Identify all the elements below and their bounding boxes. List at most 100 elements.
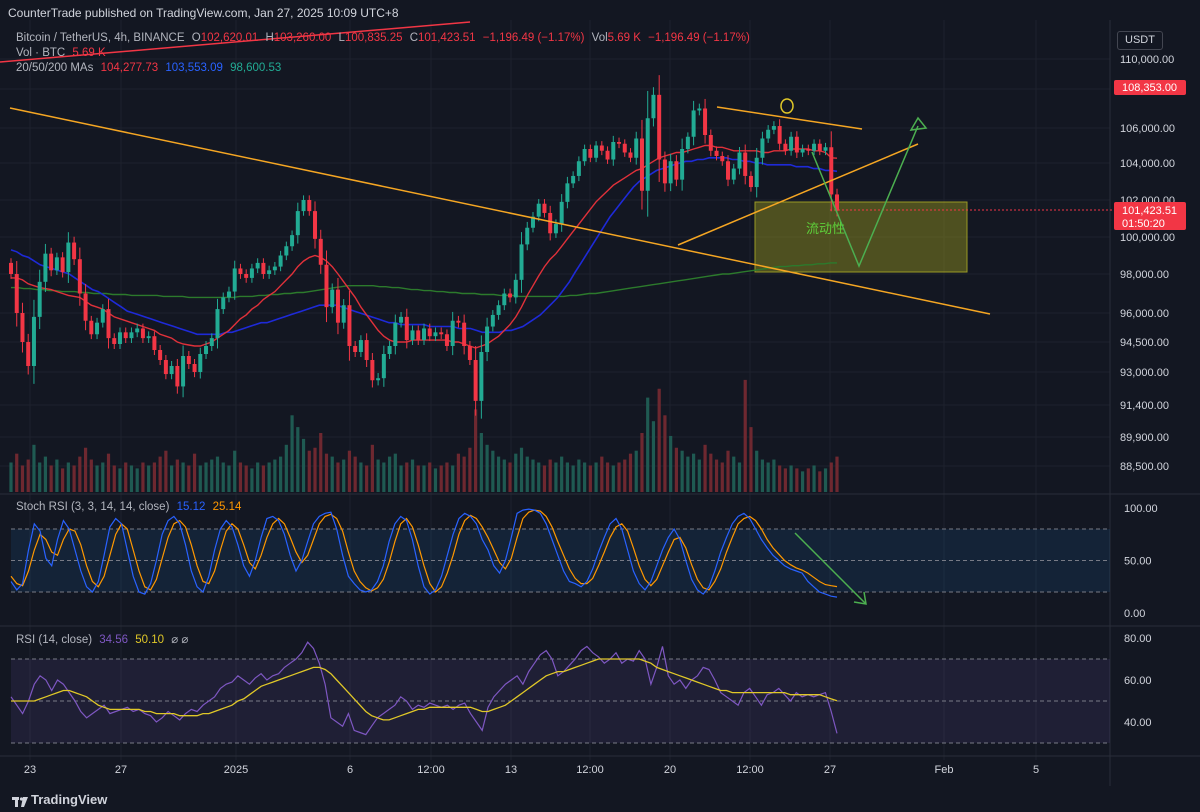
time-tick-label: 20 (664, 764, 676, 776)
volume-bar (365, 465, 369, 492)
candle-body (548, 212, 553, 234)
volume-bar (78, 456, 82, 492)
candlestick-series (9, 75, 839, 419)
candle-body (387, 346, 392, 354)
volume-bar (669, 435, 673, 492)
volume-bar (307, 450, 311, 492)
time-tick-label: 12:00 (736, 764, 764, 776)
candle-body (54, 257, 59, 271)
volume-bar (479, 433, 483, 492)
vol-label: Vol (591, 32, 608, 44)
volume-bar (410, 459, 415, 492)
candle-body (639, 138, 644, 191)
candle-body (662, 159, 667, 184)
rsi-pane (10, 641, 1110, 744)
stoch-label: Stoch RSI (3, 3, 14, 14, close) (16, 501, 170, 513)
ma-label: 20/50/200 MAs (16, 62, 94, 74)
volume-bar (502, 459, 506, 492)
vol-btc-label: Vol · BTC (16, 47, 66, 59)
candle-body (370, 360, 375, 381)
candle-body (536, 203, 541, 217)
volume-bar (164, 450, 168, 492)
volume-bar (227, 465, 231, 492)
volume-bar (336, 462, 340, 492)
price-tag-last (1114, 202, 1186, 230)
volume-bars (9, 379, 839, 492)
volume-bar (244, 465, 248, 492)
candle-body (496, 305, 501, 315)
volume-bar (760, 459, 765, 492)
volume-bar (583, 462, 587, 492)
volume-bar (691, 453, 696, 492)
rsi-legend: RSI (14, close) 34.56 50.10 ⌀ ⌀ (16, 632, 192, 646)
volume-bar (680, 450, 684, 492)
low-label: L (338, 32, 345, 44)
volume-bar (456, 453, 461, 492)
price-tick-label: 110,000.00 (1120, 54, 1174, 66)
candle-body (754, 157, 759, 188)
volume-bar (147, 465, 151, 492)
currency-button[interactable]: USDT (1117, 31, 1163, 50)
volume-bar (9, 462, 13, 492)
volume-bar (170, 465, 174, 492)
time-tick-label: 5 (1033, 764, 1039, 776)
volume-bar (382, 462, 386, 492)
volume-bar (319, 433, 323, 492)
candle-body (358, 340, 363, 352)
candle-body (513, 279, 518, 298)
volume-bar (789, 465, 793, 492)
volume-bar (795, 468, 799, 492)
volume-bar (560, 456, 564, 492)
candle-body (553, 224, 558, 234)
candle-body (605, 150, 610, 160)
price-tag-high-text: 108,353.00 (1122, 82, 1177, 94)
candle-body (267, 270, 272, 274)
candle-body (473, 360, 478, 401)
volume-bar (290, 415, 294, 492)
candle-body (697, 108, 702, 111)
volume-bar (301, 438, 306, 492)
volume-bar (548, 459, 552, 492)
candle-body (829, 147, 834, 195)
volume-bar (611, 465, 615, 492)
candle-body (278, 255, 283, 267)
symbol-title[interactable]: Bitcoin / TetherUS, 4h, BINANCE (16, 32, 185, 44)
candle-body (14, 274, 19, 313)
candle-body (249, 268, 254, 278)
volume-bar (342, 459, 346, 492)
volume-bar (405, 462, 409, 492)
candle-body (221, 297, 226, 310)
candle-body (450, 320, 455, 346)
tradingview-logo-icon (12, 795, 28, 807)
candle-body (439, 332, 444, 335)
time-tick-label: 27 (824, 764, 836, 776)
volume-bar (686, 456, 690, 492)
candle-body (158, 350, 163, 360)
candle-body (456, 320, 461, 323)
volume-bar (714, 459, 719, 492)
volume-bar (26, 459, 30, 492)
candle-body (20, 313, 25, 342)
volume-bar (387, 456, 392, 492)
volume-bar (674, 447, 678, 492)
brand-name: TradingView (31, 792, 108, 807)
volume-bar (703, 444, 707, 492)
projection-arrow (811, 125, 919, 268)
volume-bar (823, 468, 828, 492)
candle-body (353, 346, 358, 352)
stoch-d-line (10, 509, 838, 593)
candle-body (232, 268, 237, 292)
price-tick-label: 104,000.00 (1120, 158, 1175, 170)
candle-body (72, 242, 77, 260)
candle-body (318, 238, 323, 265)
candle-body (106, 309, 111, 339)
volume-bar (778, 465, 782, 492)
candle-body (152, 336, 157, 350)
candle-body (129, 332, 134, 339)
rsi-settings-icons[interactable]: ⌀ ⌀ (171, 634, 189, 646)
volume-bar (106, 453, 111, 492)
volume-bar (256, 462, 260, 492)
volume-bar (101, 462, 105, 492)
volume-bar (330, 456, 334, 492)
